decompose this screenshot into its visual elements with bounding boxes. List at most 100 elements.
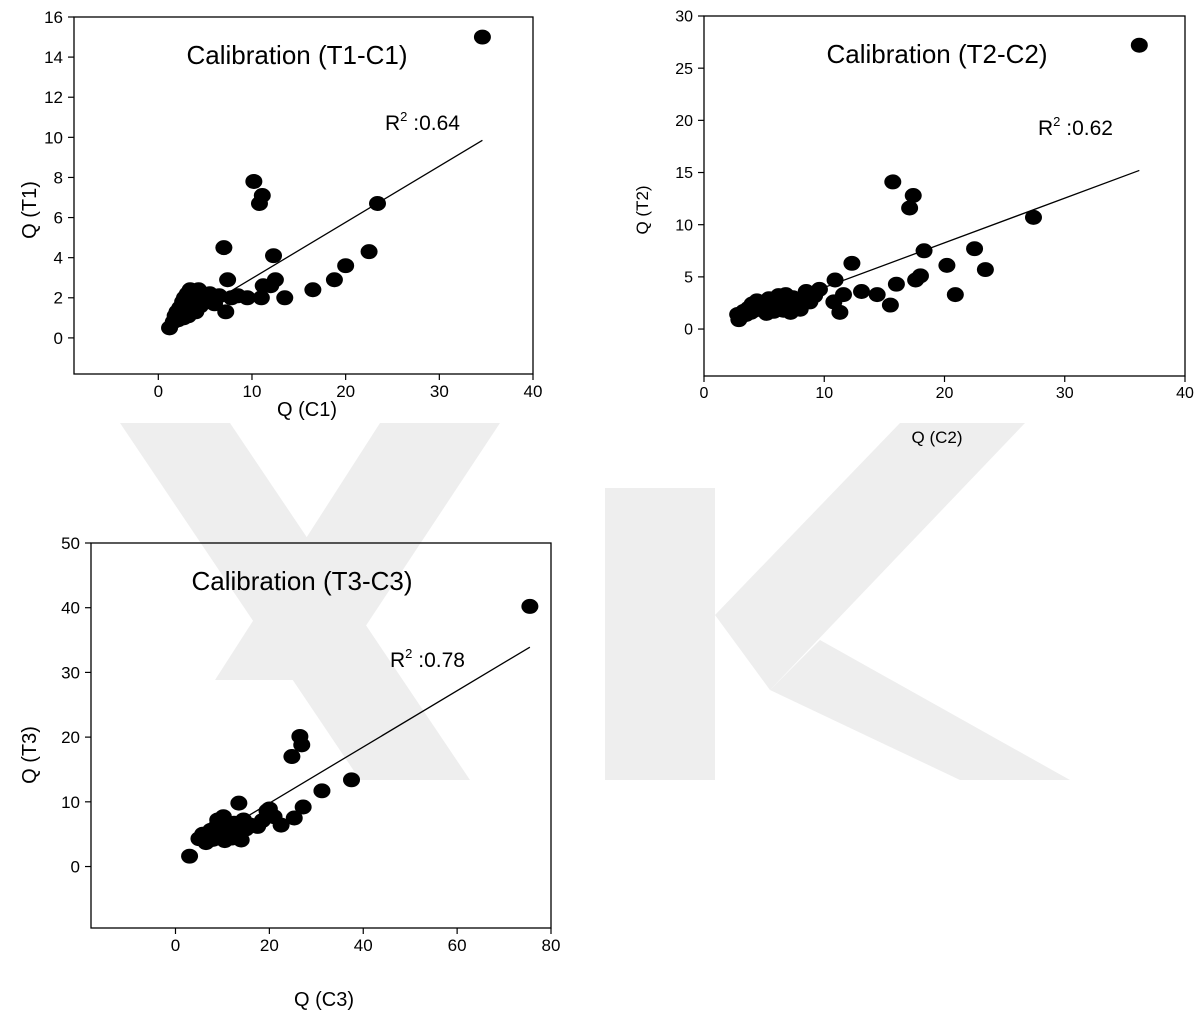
data-point: [360, 244, 378, 260]
data-point: [337, 258, 355, 274]
data-point: [283, 749, 301, 765]
y-tick-label: 20: [61, 728, 80, 747]
data-point: [843, 255, 861, 271]
x-axis-label: Q (C3): [294, 989, 354, 1011]
y-tick-label: 15: [675, 165, 693, 182]
r-squared-value: :0.62: [1060, 117, 1113, 140]
y-tick-label: 8: [54, 168, 63, 187]
data-point: [266, 272, 284, 288]
r-squared-label: R: [385, 112, 400, 135]
chart-title: Calibration (T2-C2): [826, 39, 1047, 69]
y-tick-label: 30: [61, 663, 80, 682]
data-point: [343, 772, 361, 788]
data-point: [831, 304, 849, 320]
data-point: [1130, 37, 1148, 53]
x-axis-label: Q (C2): [912, 428, 963, 447]
data-point: [1024, 209, 1042, 225]
y-tick-label: 0: [54, 329, 63, 348]
x-tick-label: 10: [243, 382, 262, 401]
data-point: [868, 287, 886, 303]
r-squared-superscript: 2: [1053, 114, 1060, 129]
r-squared-value: :0.64: [407, 112, 460, 135]
plot-frame: [73, 16, 534, 375]
x-tick-label: 80: [542, 936, 561, 955]
data-point: [181, 848, 199, 864]
x-tick-label: 20: [260, 936, 279, 955]
data-point: [901, 200, 919, 216]
x-tick-label: 30: [1056, 385, 1074, 402]
x-tick-label: 40: [524, 382, 543, 401]
r-squared-value: :0.78: [412, 649, 465, 672]
x-tick-label: 0: [700, 385, 709, 402]
data-point: [313, 783, 331, 799]
y-tick-label: 30: [675, 9, 693, 26]
r-squared-label: R: [390, 649, 405, 672]
y-tick-label: 6: [54, 209, 63, 228]
data-point: [521, 598, 539, 614]
y-tick-label: 10: [675, 217, 693, 234]
data-point: [245, 173, 263, 189]
watermark-upper-arm: [715, 423, 1025, 690]
data-point: [253, 188, 271, 203]
data-point: [325, 272, 343, 288]
y-tick-label: 50: [61, 534, 80, 553]
data-point: [265, 248, 283, 264]
plot-frame: [90, 542, 552, 929]
data-point: [810, 281, 828, 297]
chart-title: Calibration (T1-C1): [186, 40, 407, 70]
data-point: [966, 241, 984, 257]
data-point: [238, 290, 256, 306]
y-tick-label: 12: [44, 88, 63, 107]
r-squared-annotation: R2 :0.78: [390, 646, 465, 672]
x-tick-label: 40: [1176, 385, 1194, 402]
data-point: [304, 282, 322, 298]
data-point: [215, 240, 233, 256]
watermark-stripe-2: [215, 423, 500, 680]
x-tick-label: 0: [154, 382, 163, 401]
data-point: [915, 243, 933, 259]
x-tick-label: 20: [936, 385, 954, 402]
data-point: [230, 795, 248, 811]
chart-title: Calibration (T3-C3): [191, 566, 412, 596]
data-point: [369, 196, 387, 212]
trendline: [200, 646, 531, 845]
watermark-bar: [605, 488, 715, 780]
data-point: [473, 29, 491, 45]
x-tick-label: 60: [448, 936, 467, 955]
data-point: [887, 276, 905, 292]
data-point: [911, 268, 929, 284]
y-tick-label: 10: [44, 128, 63, 147]
y-tick-label: 5: [684, 269, 693, 286]
y-axis-label: Q (T2): [633, 185, 652, 234]
x-tick-label: 40: [354, 936, 373, 955]
r-squared-superscript: 2: [400, 109, 407, 124]
data-point: [272, 817, 290, 833]
data-point: [881, 297, 899, 313]
y-axis-label: Q (T3): [19, 726, 41, 784]
y-tick-label: 25: [675, 61, 693, 78]
data-point: [946, 287, 964, 303]
data-point: [294, 799, 312, 815]
data-point: [904, 187, 922, 203]
y-tick-label: 16: [44, 8, 63, 27]
x-tick-label: 30: [430, 382, 449, 401]
y-tick-label: 10: [61, 793, 80, 812]
x-tick-label: 10: [815, 385, 833, 402]
y-tick-label: 14: [44, 48, 63, 67]
r-squared-superscript: 2: [405, 646, 412, 661]
y-axis-label: Q (T1): [19, 181, 41, 239]
data-point: [285, 810, 303, 826]
r-squared-annotation: R2 :0.64: [385, 109, 460, 135]
data-point: [219, 272, 237, 288]
data-point: [293, 737, 311, 753]
data-point: [276, 290, 294, 306]
y-tick-label: 20: [675, 113, 693, 130]
y-tick-label: 40: [61, 599, 80, 618]
watermark-lower-arm: [770, 640, 1070, 780]
x-axis-label: Q (C1): [277, 399, 337, 421]
data-point: [834, 287, 852, 303]
